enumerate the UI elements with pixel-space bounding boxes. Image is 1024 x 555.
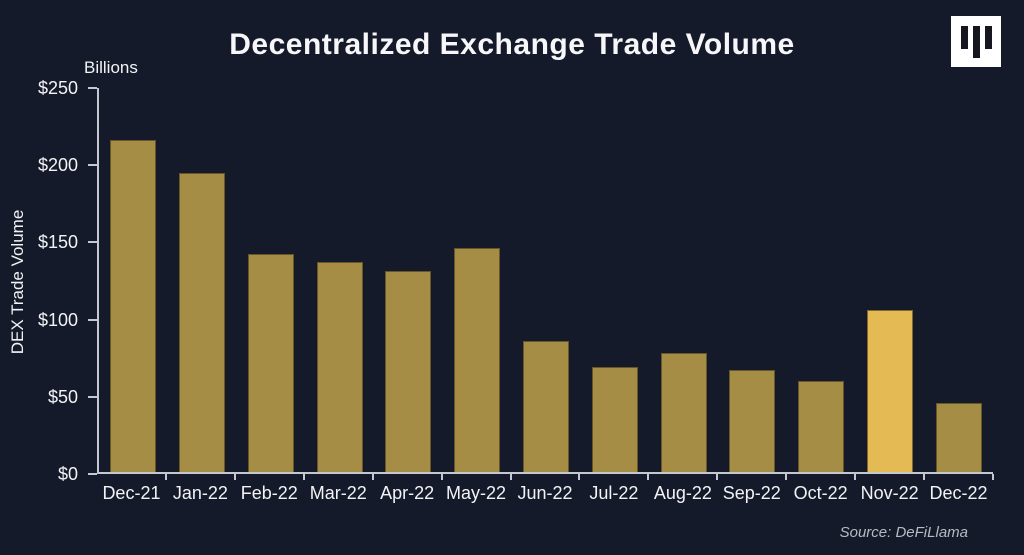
bar-sep-22: [729, 370, 776, 472]
y-tick-label-200: $200: [37, 155, 78, 176]
x-tick-mark-10: [785, 474, 788, 480]
y-axis-units-label: Billions: [84, 58, 138, 77]
x-tick-mark-6: [509, 474, 512, 480]
x-tick-label-sep-22: Sep-22: [722, 483, 781, 503]
x-tick-mark-3: [302, 474, 305, 480]
x-tick-label-jun-22: Jun-22: [517, 483, 573, 503]
x-tick-mark-1: [164, 474, 167, 480]
x-tick-label-may-22: May-22: [446, 483, 507, 503]
x-tick-mark-7: [578, 474, 581, 480]
x-tick-label-jul-22: Jul-22: [589, 483, 639, 503]
y-tick-label-0: $0: [57, 464, 78, 484]
y-tick-mark-100: [88, 318, 97, 321]
x-tick-label-feb-22: Feb-22: [240, 483, 298, 503]
bar-oct-22: [798, 380, 845, 472]
x-tick-label-dec-21: Dec-21: [102, 483, 161, 503]
bar-slot-jul-22: [580, 88, 649, 472]
bar-dec-21: [110, 140, 157, 472]
source-attribution: Source: DeFiLlama: [839, 524, 968, 541]
bar-slot-jan-22: [168, 88, 237, 472]
x-axis-labels: Dec-21 Jan-22 Feb-22 Mar-22 Apr-22 May-22 Jun-…: [97, 483, 993, 504]
bars-container: [99, 88, 993, 472]
y-tick-label-100: $100: [37, 309, 78, 330]
bar-may-22: [454, 248, 501, 472]
chart-title: Decentralized Exchange Trade Volume: [229, 28, 795, 61]
y-tick-mark-150: [88, 241, 97, 244]
y-axis-title: DEX Trade Volume: [8, 209, 27, 355]
bar-jun-22: [522, 340, 569, 472]
plot-area: [97, 88, 993, 474]
bar-feb-22: [247, 254, 294, 472]
bar-nov-22: [866, 309, 913, 472]
bar-slot-nov-22: [855, 88, 924, 472]
logo-bar-right: [984, 26, 992, 49]
bar-slot-mar-22: [305, 88, 374, 472]
x-tick-mark-12: [923, 474, 926, 480]
bar-slot-apr-22: [374, 88, 443, 472]
y-tick-label-250: $250: [37, 78, 78, 98]
y-tick-mark-50: [88, 395, 97, 398]
x-tick-mark-5: [440, 474, 443, 480]
x-tick-label-aug-22: Aug-22: [653, 483, 712, 503]
bar-slot-oct-22: [787, 88, 856, 472]
x-tick-label-jan-22: Jan-22: [172, 483, 228, 503]
y-tick-mark-250: [88, 87, 97, 89]
bar-apr-22: [385, 271, 432, 472]
bar-slot-dec-22: [924, 88, 993, 472]
x-tick-label-oct-22: Oct-22: [793, 483, 848, 503]
x-tick-label-apr-22: Apr-22: [380, 483, 435, 503]
bar-jul-22: [591, 367, 638, 472]
x-tick-label-mar-22: Mar-22: [309, 483, 367, 503]
bar-mar-22: [316, 262, 363, 472]
x-tick-mark-11: [854, 474, 857, 480]
x-tick-mark-9: [716, 474, 719, 480]
x-tick-mark-8: [647, 474, 650, 480]
bar-slot-feb-22: [237, 88, 306, 472]
x-tick-label-dec-22: Dec-22: [929, 483, 988, 503]
y-tick-mark-0: [88, 473, 97, 475]
bar-dec-22: [935, 402, 982, 472]
bar-aug-22: [660, 353, 707, 472]
y-tick-label-50: $50: [47, 386, 78, 407]
y-tick-label-150: $150: [37, 232, 78, 253]
x-tick-mark-13: [992, 474, 994, 480]
blockworks-logo-icon: [951, 16, 1001, 67]
bar-slot-sep-22: [718, 88, 787, 472]
x-tick-label-nov-22: Nov-22: [860, 483, 919, 503]
logo-bar-middle: [972, 26, 980, 58]
x-tick-mark-2: [233, 474, 236, 480]
bar-slot-jun-22: [512, 88, 581, 472]
logo-bar-left: [960, 26, 968, 49]
bar-slot-aug-22: [649, 88, 718, 472]
bar-slot-dec-21: [99, 88, 168, 472]
x-tick-mark-4: [371, 474, 374, 480]
bar-slot-may-22: [443, 88, 512, 472]
y-tick-mark-200: [88, 164, 97, 167]
bar-jan-22: [179, 172, 226, 472]
